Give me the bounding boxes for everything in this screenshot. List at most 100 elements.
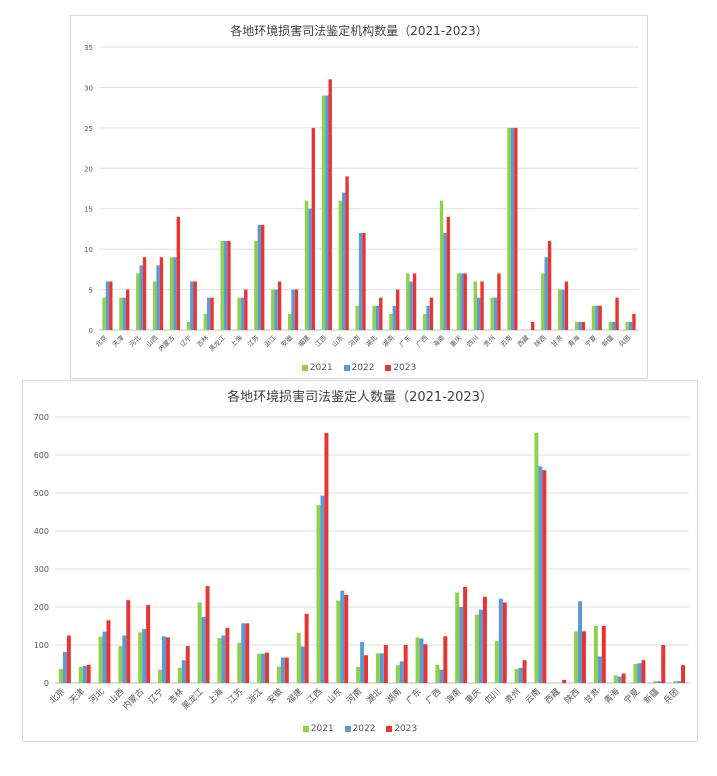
bar-2021 xyxy=(304,200,309,330)
x-tick-label: 西藏 xyxy=(543,686,563,706)
bar-2021 xyxy=(475,614,479,683)
bar-2022 xyxy=(181,660,186,683)
bar-2021 xyxy=(288,313,292,330)
y-tick-label: 700 xyxy=(34,413,49,422)
bar-2021 xyxy=(355,305,359,330)
bar-2021 xyxy=(197,602,202,683)
bar-2022 xyxy=(677,681,682,683)
bar-2021 xyxy=(375,653,380,683)
bar-2022 xyxy=(578,601,583,683)
bar-2021 xyxy=(237,297,241,330)
x-tick-label: 安徽 xyxy=(265,686,285,706)
bar-2023 xyxy=(245,623,250,683)
legend-swatch-2021 xyxy=(302,725,309,732)
bar-2022 xyxy=(578,321,582,330)
bar-2021 xyxy=(276,666,281,683)
bar-2021 xyxy=(372,305,376,330)
bar-2023 xyxy=(142,257,147,330)
bar-2022 xyxy=(122,635,127,683)
bar-2022 xyxy=(392,305,396,330)
bar-2022 xyxy=(223,241,228,330)
x-tick-label: 福建 xyxy=(285,686,305,706)
bar-2023 xyxy=(227,241,231,330)
x-tick-label: 新疆 xyxy=(600,333,616,349)
x-tick-label: 北京 xyxy=(47,686,67,706)
x-tick-label: 海南 xyxy=(431,333,447,349)
bar-2023 xyxy=(480,281,484,330)
legend-label: 2021 xyxy=(310,724,334,734)
bar-2022 xyxy=(637,663,642,683)
x-tick-label: 内蒙古 xyxy=(120,686,146,712)
bar-2023 xyxy=(443,636,448,683)
bar-2022 xyxy=(493,297,498,330)
bar-2022 xyxy=(102,631,107,683)
bar-2023 xyxy=(284,657,289,683)
x-tick-label: 江西 xyxy=(305,687,324,706)
bar-2023 xyxy=(463,586,468,683)
y-tick-label: 10 xyxy=(84,246,93,254)
bar-2022 xyxy=(612,321,616,330)
legend-label: 2023 xyxy=(393,363,417,373)
bar-2021 xyxy=(138,632,143,683)
bar-2021 xyxy=(237,642,242,683)
legend-item-2021: 2021 xyxy=(302,724,334,734)
bar-2023 xyxy=(265,652,269,683)
bar-2021 xyxy=(203,313,207,330)
x-tick-label: 天津 xyxy=(67,686,87,706)
bar-2022 xyxy=(325,95,329,330)
bar-2023 xyxy=(244,289,248,330)
bar-2022 xyxy=(518,667,523,683)
bar-2021 xyxy=(118,646,123,683)
bar-2021 xyxy=(136,273,140,330)
x-tick-label: 湖北 xyxy=(363,333,379,349)
bar-2023 xyxy=(304,613,309,683)
bar-2022 xyxy=(261,653,266,683)
bar-2023 xyxy=(205,586,210,683)
bar-2021 xyxy=(296,632,301,683)
x-tick-label: 安徽 xyxy=(279,333,295,349)
bar-2023 xyxy=(261,224,265,330)
bar-2022 xyxy=(510,127,515,330)
bar-2021 xyxy=(186,321,191,330)
bar-2022 xyxy=(257,224,261,330)
bar-2021 xyxy=(423,313,427,330)
bar-2021 xyxy=(608,321,612,330)
x-tick-label: 海南 xyxy=(443,686,463,706)
bar-2022 xyxy=(538,466,543,683)
bar-2021 xyxy=(591,305,596,330)
bar-2023 xyxy=(176,216,180,330)
bar-2023 xyxy=(146,605,151,683)
y-tick-label: 30 xyxy=(84,84,93,92)
x-tick-label: 陕西 xyxy=(532,333,548,349)
bar-2021 xyxy=(455,592,460,683)
bar-2023 xyxy=(210,297,214,330)
bar-2021 xyxy=(78,667,83,683)
y-tick-label: 0 xyxy=(89,327,93,335)
y-tick-label: 0 xyxy=(44,679,49,688)
bar-2021 xyxy=(316,505,321,683)
x-tick-label: 青海 xyxy=(602,686,622,706)
bar-2023 xyxy=(294,289,299,330)
bar-2021 xyxy=(558,289,562,330)
bar-2022 xyxy=(426,305,430,330)
bar-2021 xyxy=(119,297,123,330)
bar-2022 xyxy=(358,232,363,330)
bar-2023 xyxy=(582,631,586,683)
bar-2021 xyxy=(439,200,444,330)
bar-2023 xyxy=(86,664,91,683)
x-tick-label: 河北 xyxy=(128,333,143,348)
x-tick-label: 河南 xyxy=(344,686,364,706)
bar-2021 xyxy=(153,281,157,330)
x-tick-label: 云南 xyxy=(523,686,543,706)
bar-2023 xyxy=(547,241,552,330)
bar-2022 xyxy=(375,305,380,330)
bar-2023 xyxy=(159,257,164,330)
bar-2021 xyxy=(158,669,162,683)
bar-2023 xyxy=(615,297,619,330)
bar-2023 xyxy=(601,626,606,683)
bar-2022 xyxy=(274,289,278,330)
bar-2021 xyxy=(673,681,678,683)
x-tick-label: 宁夏 xyxy=(583,333,599,349)
x-tick-label: 四川 xyxy=(484,687,503,706)
bar-2021 xyxy=(490,297,494,330)
